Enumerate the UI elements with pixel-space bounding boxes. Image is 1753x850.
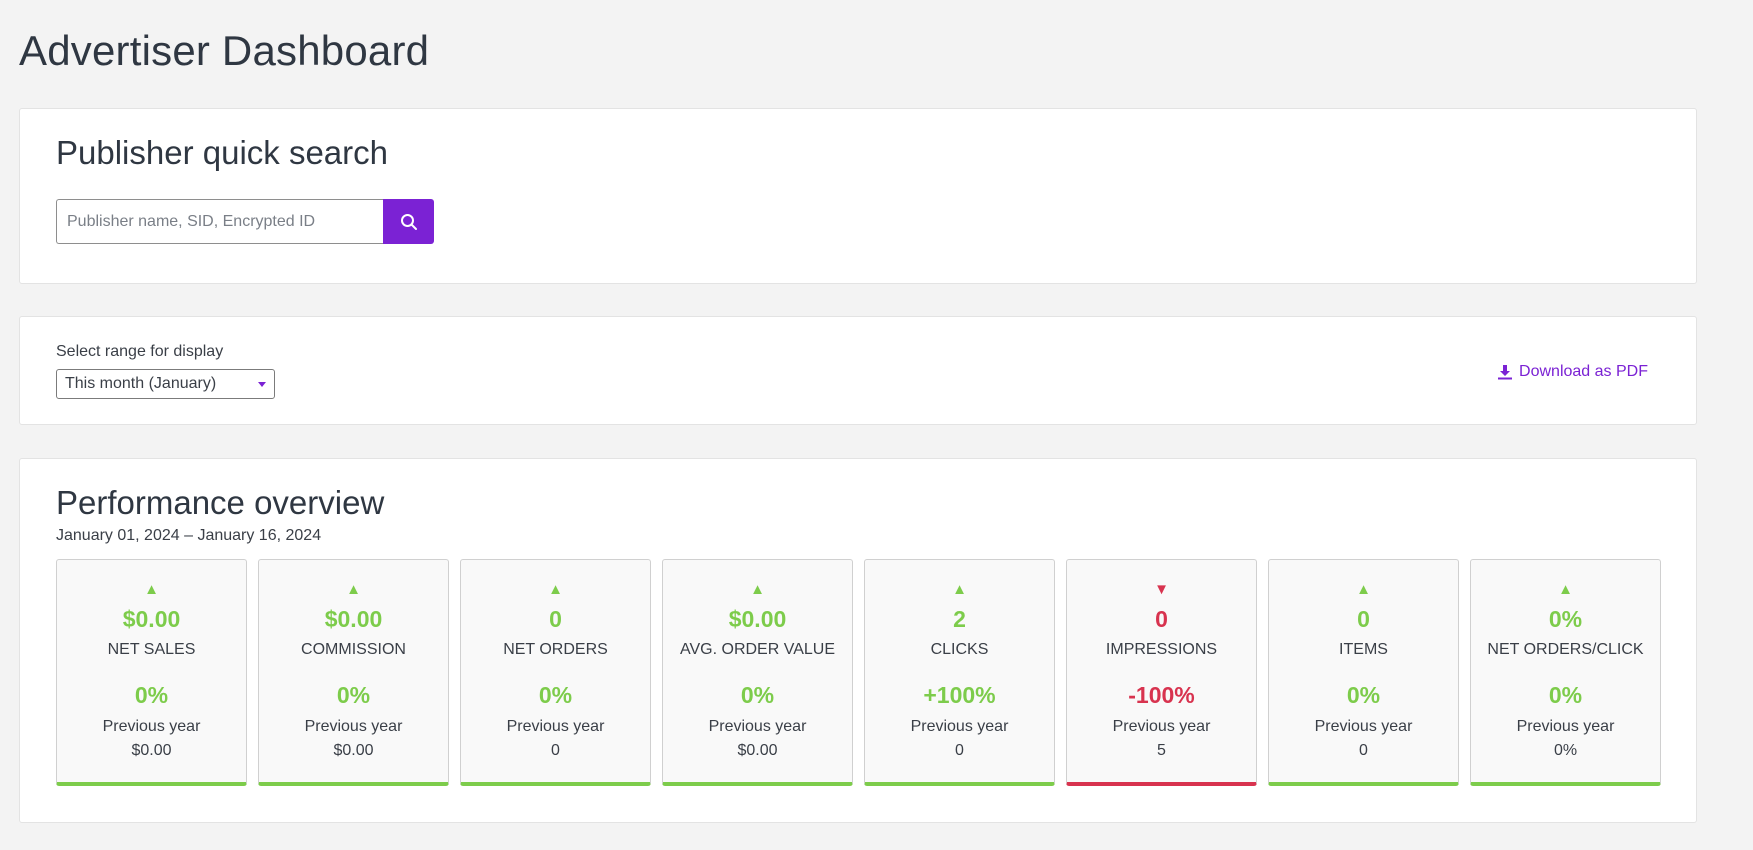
previous-year-label: Previous year <box>304 718 403 735</box>
publisher-search-card: Publisher quick search <box>19 108 1697 284</box>
metric-net-orders-per-click: ▲ 0% NET ORDERS/CLICK 0% Previous year 0… <box>1470 559 1661 786</box>
previous-year-label: Previous year <box>1314 718 1413 735</box>
previous-year-value: $0.00 <box>737 742 778 759</box>
triangle-down-icon: ▼ <box>1154 581 1169 598</box>
metrics-row: ▲ $0.00 NET SALES 0% Previous year $0.00… <box>56 559 1661 786</box>
previous-year-label: Previous year <box>1516 718 1615 735</box>
previous-year-label: Previous year <box>102 718 201 735</box>
metric-label: COMMISSION <box>301 641 406 658</box>
previous-year-value: $0.00 <box>333 742 374 759</box>
previous-year-value: 0 <box>1359 742 1368 759</box>
search-icon <box>400 213 417 230</box>
metric-avg-order-value: ▲ $0.00 AVG. ORDER VALUE 0% Previous yea… <box>662 559 853 786</box>
metric-value: 0% <box>1548 606 1583 632</box>
date-range: January 01, 2024 – January 16, 2024 <box>56 527 322 544</box>
publisher-search-title: Publisher quick search <box>56 134 388 171</box>
metric-change: 0% <box>1548 682 1583 708</box>
triangle-up-icon: ▲ <box>1356 581 1371 598</box>
metric-label: ITEMS <box>1339 641 1388 658</box>
metric-label: CLICKS <box>930 641 989 658</box>
download-pdf-label: Download as PDF <box>1519 363 1648 380</box>
triangle-up-icon: ▲ <box>548 581 563 598</box>
previous-year-label: Previous year <box>910 718 1009 735</box>
metric-label: AVG. ORDER VALUE <box>680 641 835 658</box>
metric-commission: ▲ $0.00 COMMISSION 0% Previous year $0.0… <box>258 559 449 786</box>
triangle-up-icon: ▲ <box>952 581 967 598</box>
metric-value: $0.00 <box>728 606 787 632</box>
previous-year-value: 0% <box>1553 742 1578 759</box>
metric-label: NET ORDERS <box>503 641 608 658</box>
download-pdf-link[interactable]: Download as PDF <box>1497 363 1648 381</box>
previous-year-value: 0 <box>551 742 560 759</box>
previous-year-label: Previous year <box>708 718 807 735</box>
range-select-value: This month (January) <box>65 375 217 392</box>
metric-value: 0 <box>1357 606 1370 632</box>
metric-change: 0% <box>538 682 573 708</box>
metric-label: NET ORDERS/CLICK <box>1487 641 1644 658</box>
search-group <box>56 199 434 244</box>
triangle-up-icon: ▲ <box>1558 581 1573 598</box>
performance-card: Performance overview January 01, 2024 – … <box>19 458 1697 823</box>
publisher-search-input[interactable] <box>56 199 383 244</box>
previous-year-value: 5 <box>1157 742 1166 759</box>
metric-value: 2 <box>953 606 966 632</box>
metric-label: IMPRESSIONS <box>1105 641 1218 658</box>
metric-change: 0% <box>1346 682 1381 708</box>
previous-year-label: Previous year <box>1112 718 1211 735</box>
metric-impressions: ▼ 0 IMPRESSIONS -100% Previous year 5 <box>1066 559 1257 786</box>
range-card: Select range for display This month (Jan… <box>19 316 1697 425</box>
triangle-up-icon: ▲ <box>144 581 159 598</box>
metric-label: NET SALES <box>107 641 196 658</box>
metric-value: 0 <box>1155 606 1168 632</box>
previous-year-value: $0.00 <box>131 742 172 759</box>
metric-items: ▲ 0 ITEMS 0% Previous year 0 <box>1268 559 1459 786</box>
metric-change: 0% <box>134 682 169 708</box>
metric-net-orders: ▲ 0 NET ORDERS 0% Previous year 0 <box>460 559 651 786</box>
triangle-up-icon: ▲ <box>750 581 765 598</box>
metric-value: $0.00 <box>122 606 181 632</box>
metric-value: $0.00 <box>324 606 383 632</box>
metric-clicks: ▲ 2 CLICKS +100% Previous year 0 <box>864 559 1055 786</box>
metric-change: 0% <box>336 682 371 708</box>
download-icon <box>1498 365 1513 380</box>
previous-year-label: Previous year <box>506 718 605 735</box>
metric-change: +100% <box>923 682 996 708</box>
range-select[interactable]: This month (January) <box>56 369 275 399</box>
metric-net-sales: ▲ $0.00 NET SALES 0% Previous year $0.00 <box>56 559 247 786</box>
triangle-up-icon: ▲ <box>346 581 361 598</box>
search-button[interactable] <box>383 199 434 244</box>
range-label: Select range for display <box>56 343 224 360</box>
metric-value: 0 <box>549 606 562 632</box>
page-title: Advertiser Dashboard <box>19 27 430 74</box>
performance-title: Performance overview <box>56 484 385 521</box>
caret-down-icon <box>258 382 266 387</box>
previous-year-value: 0 <box>955 742 964 759</box>
metric-change: 0% <box>740 682 775 708</box>
metric-change: -100% <box>1128 682 1195 708</box>
